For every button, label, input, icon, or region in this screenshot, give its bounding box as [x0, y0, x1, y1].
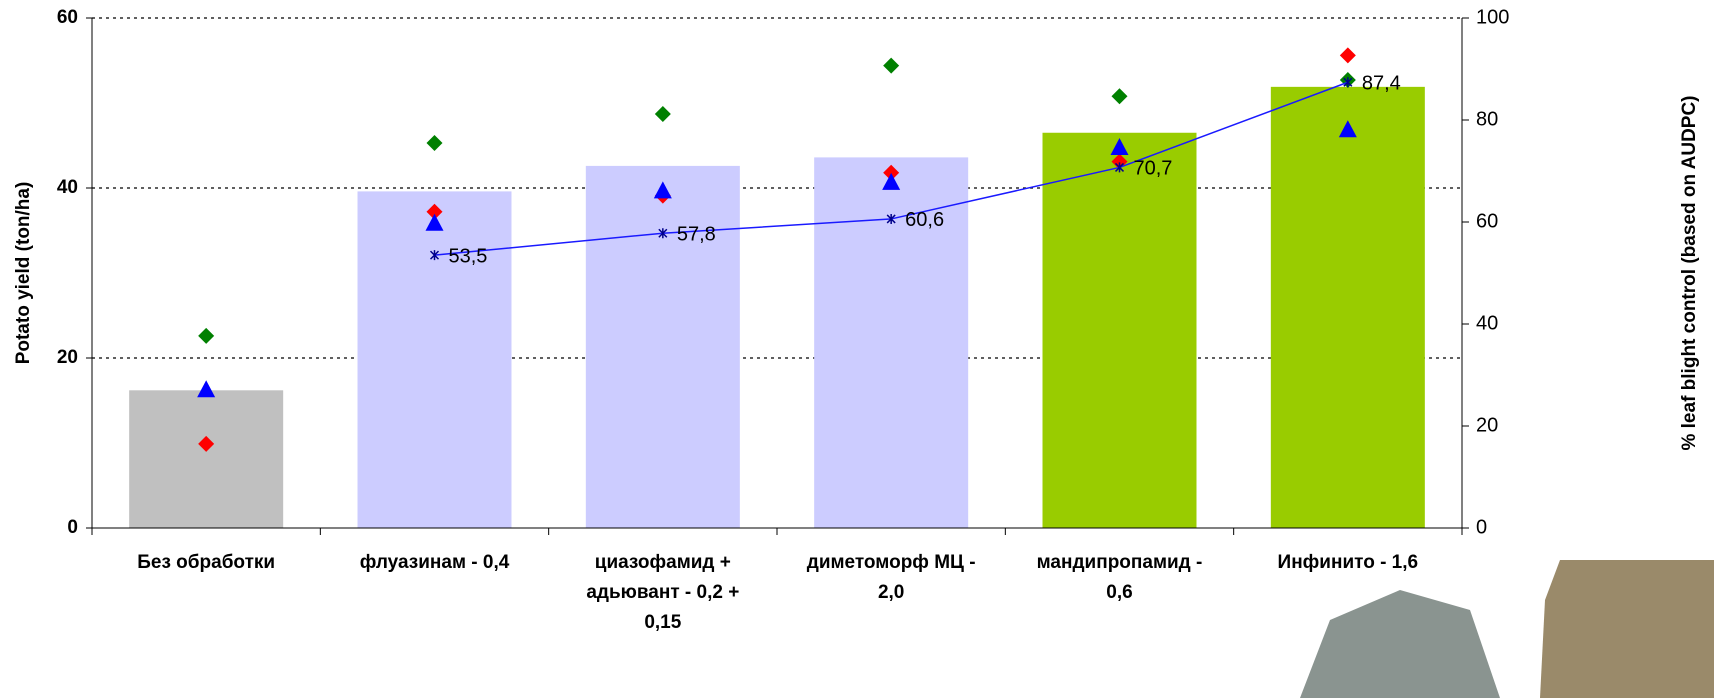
line-marker: [658, 228, 668, 239]
triangle-marker: [1338, 120, 1357, 138]
diamond-marker: [426, 203, 443, 220]
triangle-marker: [425, 213, 444, 231]
value-label: 53,5: [449, 245, 488, 267]
y-tick-label: 0: [67, 517, 78, 538]
value-label: 57,8: [677, 224, 716, 246]
triangle-marker: [1110, 138, 1129, 156]
diamond-marker: [1111, 88, 1128, 105]
y2-tick-label: 20: [1476, 414, 1498, 436]
y2-tick-label: 40: [1476, 312, 1498, 334]
line-marker: [1114, 162, 1125, 173]
diamond-marker: [1339, 47, 1356, 64]
x-tick-label: циазофамид + адьювант - 0,2 + 0,15: [586, 552, 740, 633]
bar: [1042, 132, 1197, 528]
bar: [1270, 86, 1425, 528]
bar: [585, 165, 740, 528]
diamond-marker: [426, 134, 443, 151]
y-tick-label: 20: [57, 347, 78, 368]
line-marker: [886, 213, 896, 224]
decoration: [1300, 560, 1714, 698]
y-axis-title: Potato yield (ton/ha): [13, 182, 34, 365]
y-tick-label: 40: [57, 177, 78, 198]
diamond-marker: [198, 435, 215, 452]
x-tick-label: мандипропамид - 0,6: [1036, 552, 1203, 603]
y-tick-label: 60: [57, 7, 78, 28]
line-marker: [429, 250, 440, 261]
diamond-marker: [654, 106, 671, 123]
value-label: 87,4: [1362, 73, 1401, 95]
triangle-marker: [653, 181, 672, 199]
diamond-marker: [198, 327, 215, 344]
line-marker: [1343, 77, 1353, 88]
y2-tick-label: 60: [1476, 210, 1498, 232]
y2-tick-label: 0: [1476, 516, 1487, 538]
value-label: 70,7: [1134, 158, 1173, 180]
y2-tick-label: 80: [1476, 108, 1498, 130]
x-tick-label: Инфинито - 1,6: [1277, 552, 1419, 573]
x-tick-label: Без обработки: [137, 552, 276, 573]
bar: [357, 191, 512, 528]
y2-tick-label: 100: [1476, 6, 1509, 28]
x-tick-label: диметоморф МЦ - 2,0: [806, 552, 976, 603]
bar: [814, 157, 969, 528]
x-tick-label: флуазинам - 0,4: [359, 552, 510, 573]
y2-axis-title: % leaf blight control (based on AUDPC): [1679, 95, 1700, 450]
bar: [129, 390, 284, 528]
diamond-marker: [883, 164, 900, 181]
diamond-marker: [883, 57, 900, 74]
triangle-marker: [882, 172, 901, 190]
triangle-marker: [197, 380, 216, 398]
value-label: 60,6: [905, 209, 944, 231]
